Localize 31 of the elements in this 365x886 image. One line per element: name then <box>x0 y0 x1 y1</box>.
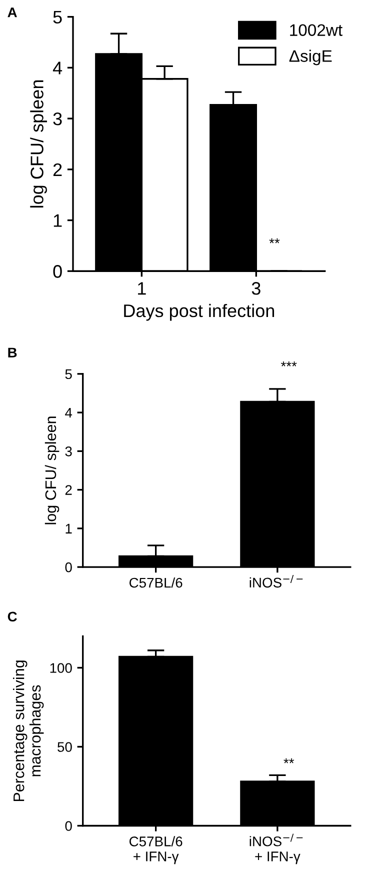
text: *** <box>280 361 297 366</box>
chart-title: B <box>8 348 17 358</box>
legend-label: ΔsigE <box>289 50 332 66</box>
y-axis-title: log CFU/ spleen <box>44 416 60 524</box>
y-tick-label: 5 <box>65 369 72 380</box>
y-tick-label: 2 <box>53 163 62 176</box>
y-tick-label: 5 <box>53 10 62 24</box>
y-tick-label: 4 <box>52 62 62 74</box>
x-tick-label: C57BL/6 + IFN-γ <box>130 836 182 864</box>
y-axis-title: log CFU/ spleen <box>30 80 47 208</box>
y-tick-label: 1 <box>66 524 72 534</box>
y-tick-label: 3 <box>65 446 72 456</box>
y-tick-label: 100 <box>50 663 72 673</box>
chart-title: C <box>8 612 17 622</box>
y-tick-label: 0 <box>65 562 72 572</box>
x-tick-label: iNOS$^{−/−}$ + IFN-γ <box>250 834 303 864</box>
x-tick-label: C57BL/6 <box>130 577 182 588</box>
y-axis-title: Percentage surviving macrophages <box>13 660 44 802</box>
x-axis-title: Days post infection <box>124 304 274 321</box>
chart-title: A <box>8 8 17 18</box>
y-tick-label: 0 <box>65 821 72 831</box>
y-tick-label: 2 <box>65 485 72 495</box>
legend-label: 1002wt <box>290 24 342 36</box>
x-tick-label: iNOS$^{−/−}$ <box>250 575 303 588</box>
y-tick-label: 50 <box>58 742 72 752</box>
y-tick-label: 1 <box>54 214 62 227</box>
y-tick-label: 3 <box>53 112 62 126</box>
annotation: ** <box>284 758 294 764</box>
annotation: ** <box>269 238 280 244</box>
y-tick-label: 4 <box>65 408 72 418</box>
y-tick-label: 0 <box>53 265 62 278</box>
